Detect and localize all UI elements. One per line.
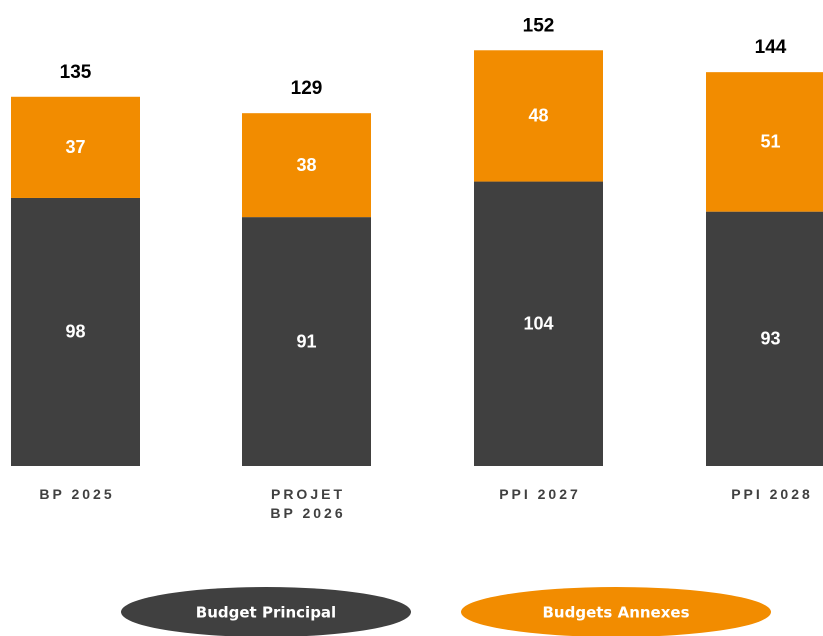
segment-label: 91	[296, 331, 316, 351]
bar-segment	[474, 181, 603, 466]
legend-label: Budgets Annexes	[543, 604, 690, 622]
segment-label: 93	[760, 329, 780, 349]
x-tick-label: PROJET BP 2026	[270, 486, 346, 521]
legend-swatch	[121, 587, 411, 636]
legend-swatch	[461, 587, 771, 636]
total-label: 135	[60, 62, 92, 83]
x-tick-label: PPI 2028	[731, 486, 813, 502]
segment-label: 48	[528, 106, 548, 126]
bar-segment	[706, 211, 823, 466]
x-tick-label: BP 2025	[39, 486, 115, 502]
bar-segment	[242, 113, 371, 218]
segment-label: 37	[65, 137, 85, 157]
bar-segment	[242, 217, 371, 466]
total-label: 144	[755, 37, 787, 58]
bar-segment	[11, 96, 140, 198]
segment-label: 51	[760, 132, 780, 152]
bar-segment	[11, 197, 140, 466]
x-tick-label: PPI 2027	[499, 486, 581, 502]
segment-label: 38	[296, 155, 316, 175]
bar-segment	[706, 72, 823, 212]
total-label: 129	[291, 78, 323, 99]
legend-label: Budget Principal	[196, 604, 336, 622]
total-label: 152	[523, 15, 555, 36]
segment-label: 104	[523, 314, 553, 334]
segment-label: 98	[65, 322, 85, 342]
bar-segment	[474, 50, 603, 182]
